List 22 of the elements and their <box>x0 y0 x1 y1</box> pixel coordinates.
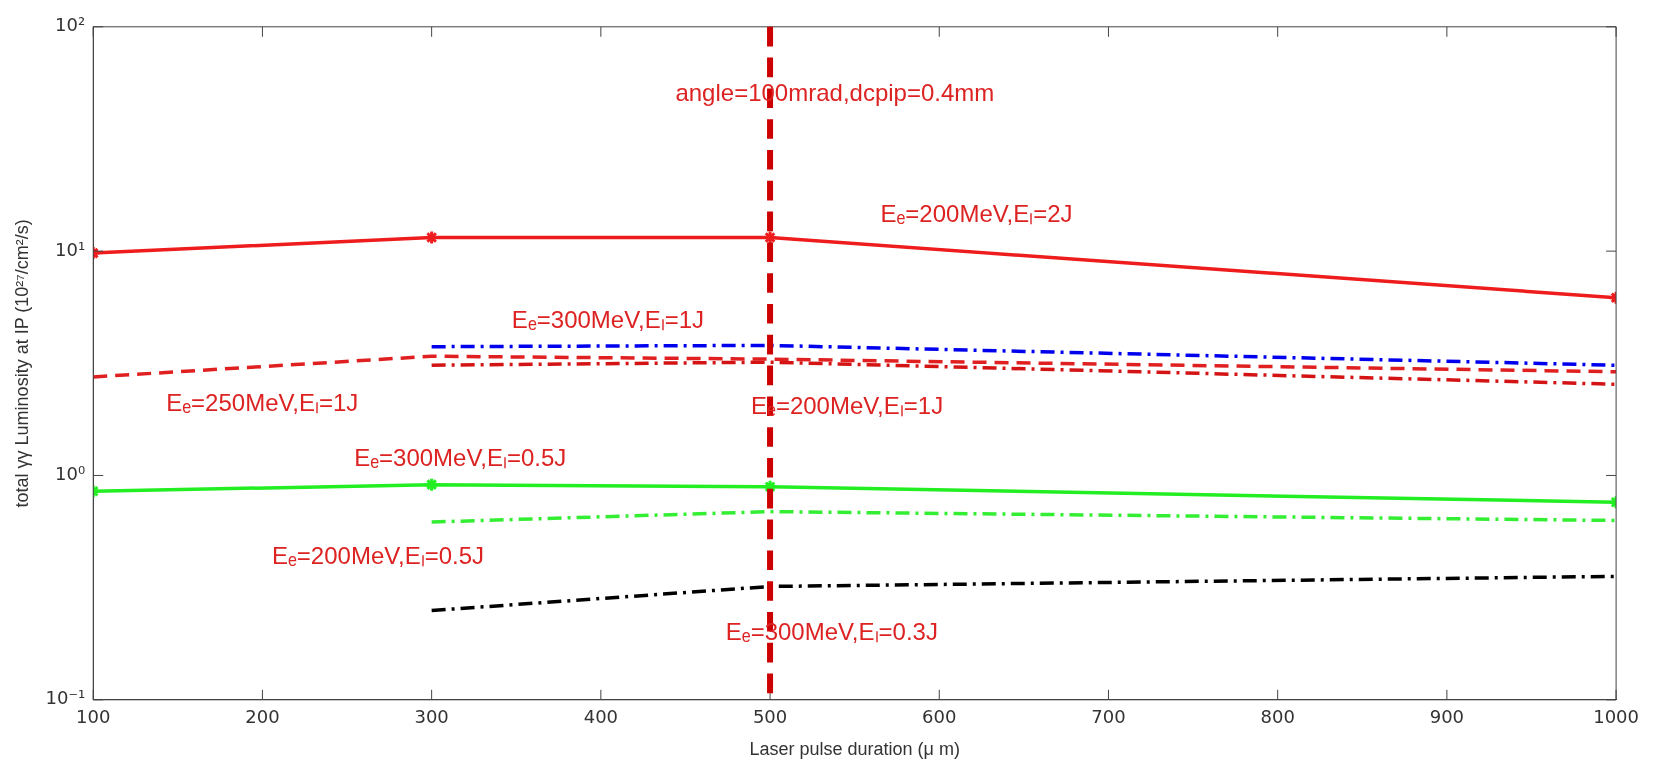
x-tick-label: 500 <box>752 706 788 728</box>
x-tick-label: 600 <box>922 706 957 728</box>
x-tick-label: 400 <box>583 706 619 728</box>
x-tick-label: 300 <box>414 706 449 728</box>
x-tick-label: 1000 <box>1593 706 1639 728</box>
series-label: Eₑ=300MeV,Eₗ=0.5J <box>354 444 567 472</box>
x-tick-label: 200 <box>245 706 280 728</box>
series-label: Eₑ=200MeV,Eₗ=0.5J <box>271 542 485 570</box>
x-axis-title: Laser pulse duration (μ m) <box>749 739 960 760</box>
y-tick-label: 10⁻¹ <box>45 687 86 709</box>
x-tick-label: 900 <box>1429 706 1465 728</box>
series-label: Eₑ=300MeV,Eₗ=0.3J <box>725 618 938 646</box>
series-label: Eₑ=300MeV,Eₗ=1J <box>511 306 705 334</box>
x-tick-label: 700 <box>1091 706 1126 728</box>
x-tick-label: 100 <box>76 706 111 728</box>
y-axis-title: total γγ Luminosity at IP (10²⁷/cm²/s) <box>11 219 32 508</box>
y-tick-label: 10⁰ <box>55 463 86 485</box>
y-tick-label: 10¹ <box>55 238 86 260</box>
series-label: Eₑ=200MeV,Eₗ=2J <box>880 199 1073 227</box>
y-tick-label: 10² <box>55 14 86 36</box>
x-tick-label: 800 <box>1260 706 1295 728</box>
series-label: Eₑ=250MeV,Eₗ=1J <box>166 388 359 416</box>
